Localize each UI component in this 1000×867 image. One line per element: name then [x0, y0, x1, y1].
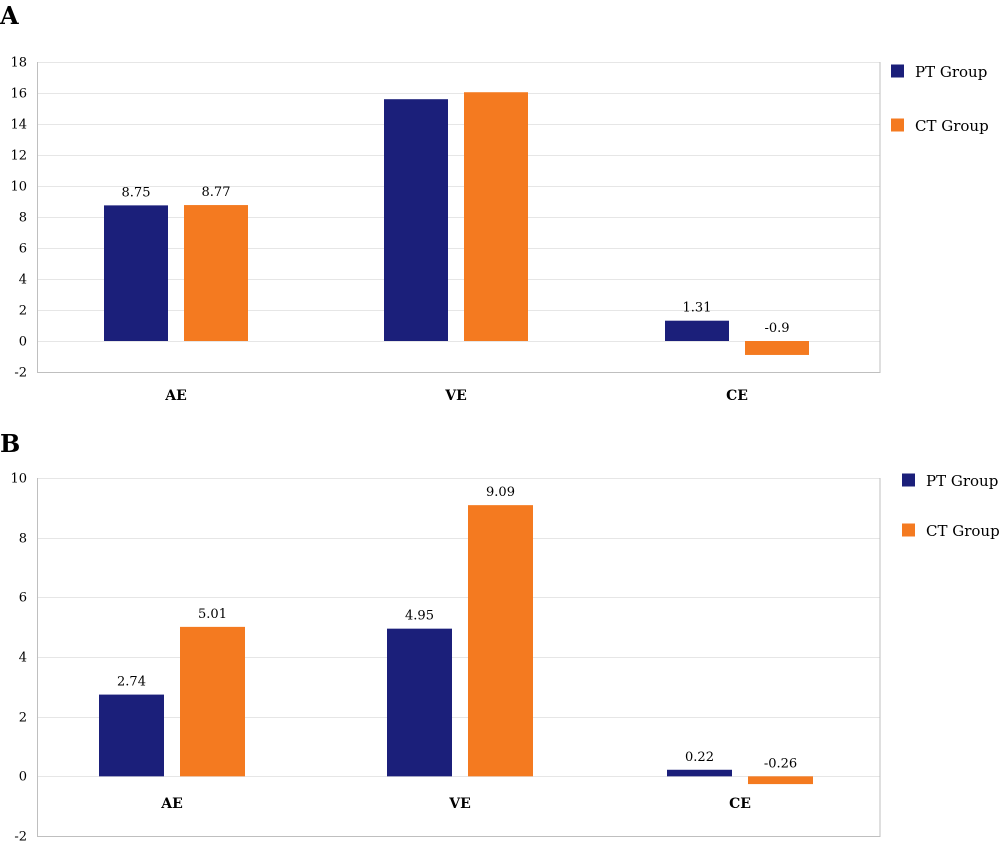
y-tick-label: 4 [19, 273, 27, 288]
data-label: -0.9 [764, 321, 789, 336]
y-tick-label: 10 [10, 472, 27, 487]
legend-label-ct: CT Group [915, 117, 989, 135]
bar-ct-ve [464, 92, 528, 341]
data-label: 1.31 [683, 301, 712, 316]
x-category-label: CE [729, 796, 751, 812]
x-category-label: VE [448, 796, 471, 812]
x-category-label: AE [160, 796, 183, 812]
data-label: 9.09 [486, 485, 515, 500]
data-label: 0.22 [685, 750, 714, 765]
data-label: 5.01 [198, 607, 227, 622]
bar-pt-ae [104, 205, 168, 341]
y-tick-label: 2 [19, 304, 27, 319]
legend-b: PT Group CT Group [902, 472, 1000, 540]
y-tick-label: -2 [14, 830, 27, 845]
y-tick-label: 8 [19, 532, 27, 547]
y-tick-label: 4 [19, 651, 27, 666]
y-tick-label: 18 [10, 56, 27, 71]
x-category-label: VE [444, 388, 467, 404]
legend-label-pt: PT Group [915, 63, 987, 81]
y-tick-label: 6 [19, 591, 27, 606]
legend-label-ct: CT Group [926, 522, 1000, 540]
y-tick-label: 0 [19, 335, 27, 350]
legend-label-pt: PT Group [926, 472, 998, 490]
data-labels-a: 8.75 8.77 1.31 -0.9 [122, 185, 790, 336]
data-label: 2.74 [117, 675, 146, 690]
axis-b [37, 478, 881, 837]
gridlines-b [37, 478, 880, 777]
legend-swatch-pt [891, 64, 904, 78]
y-tick-label: 2 [19, 711, 27, 726]
y-tick-label: 12 [10, 149, 27, 164]
bars-a [104, 92, 809, 355]
plot-frame-b [37, 478, 881, 837]
data-label: 8.75 [122, 185, 151, 200]
y-tick-label: -2 [14, 366, 27, 381]
bar-ct-ce [745, 341, 809, 355]
data-label: 8.77 [202, 185, 231, 200]
data-label: -0.26 [764, 756, 797, 771]
x-categories-b: AE VE CE [160, 796, 751, 812]
axis-a [37, 62, 881, 373]
panel-label-b: B [0, 429, 20, 458]
y-ticks-b: -2 0 2 4 6 8 10 [10, 472, 27, 845]
legend-swatch-ct [891, 118, 904, 132]
data-label: 4.95 [405, 609, 434, 624]
y-tick-label: 6 [19, 242, 27, 257]
legend-a: PT Group CT Group [891, 63, 989, 135]
bar-ct-ve [468, 505, 533, 777]
chart-panel-b: B -2 0 2 4 6 8 10 2.74 5.01 4.95 9.09 0.22 -0.26 AE… [0, 429, 1000, 845]
legend-swatch-ct [902, 523, 915, 537]
plot-frame-a [37, 62, 881, 373]
gridlines-a [37, 62, 880, 342]
bar-ct-ce [748, 776, 813, 785]
y-tick-label: 16 [10, 87, 27, 102]
x-category-label: CE [726, 388, 748, 404]
y-tick-label: 8 [19, 211, 27, 226]
bar-ct-ae [184, 205, 248, 341]
bar-pt-ve [387, 628, 452, 777]
x-categories-a: AE VE CE [164, 388, 748, 404]
bars-b [99, 505, 813, 785]
bar-ct-ae [180, 626, 245, 777]
bar-pt-ve [384, 99, 448, 341]
y-tick-label: 14 [10, 118, 27, 133]
x-category-label: AE [164, 388, 187, 404]
bar-pt-ae [99, 694, 164, 777]
y-tick-label: 0 [19, 770, 27, 785]
bar-pt-ce [665, 320, 729, 341]
y-tick-label: 10 [10, 180, 27, 195]
panel-label-a: A [0, 1, 19, 30]
bar-pt-ce [667, 769, 732, 777]
data-labels-b: 2.74 5.01 4.95 9.09 0.22 -0.26 [117, 485, 797, 771]
chart-panel-a: A -2 0 2 4 6 8 10 12 14 16 18 8.75 8.77 1.31 -0.9 AE V… [0, 1, 989, 404]
y-ticks-a: -2 0 2 4 6 8 10 12 14 16 18 [10, 56, 27, 381]
legend-swatch-pt [902, 473, 915, 487]
